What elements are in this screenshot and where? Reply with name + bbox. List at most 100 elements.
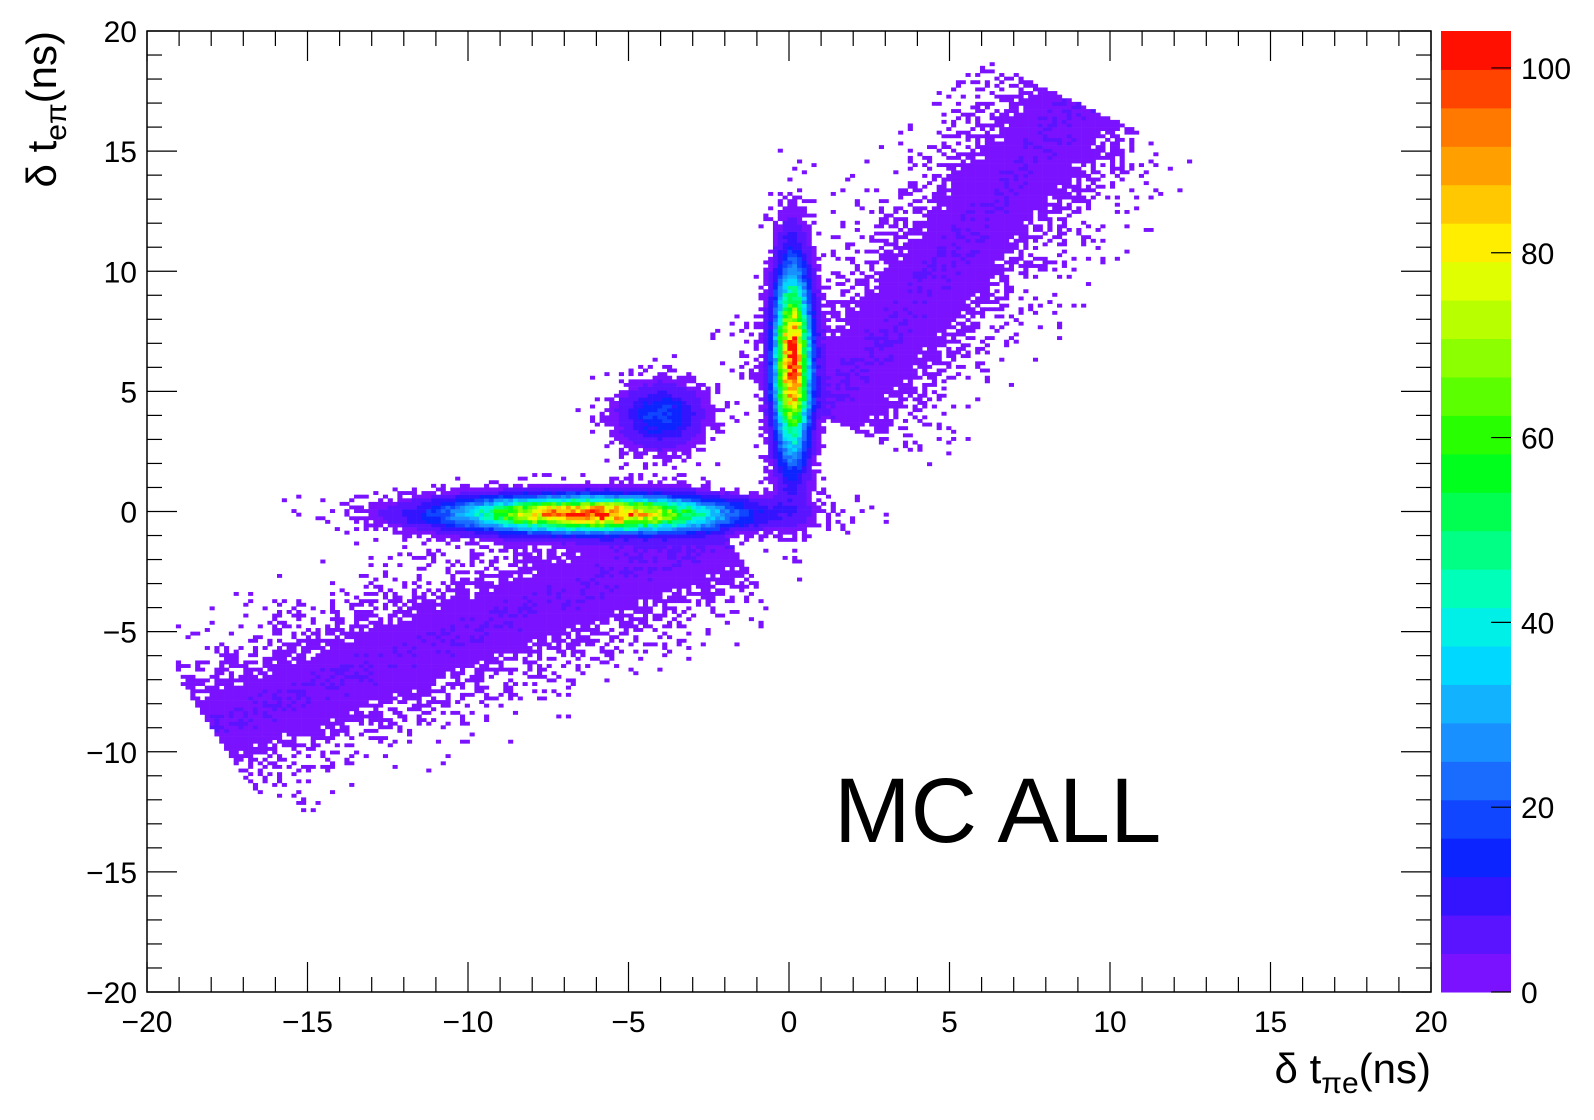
heatmap-cell xyxy=(243,768,249,773)
heatmap-cell xyxy=(691,523,697,528)
heatmap-cell xyxy=(358,628,364,632)
heatmap-cell xyxy=(464,721,470,726)
heatmap-cell xyxy=(532,516,538,521)
heatmap-cell xyxy=(277,757,283,762)
heatmap-cell xyxy=(719,541,726,546)
heatmap-cell xyxy=(464,494,470,499)
heatmap-cell xyxy=(657,455,663,459)
heatmap-cell xyxy=(618,465,624,470)
heatmap-cell xyxy=(498,606,504,611)
heatmap-cell xyxy=(493,537,499,542)
heatmap-cell xyxy=(623,613,629,618)
heatmap-cell xyxy=(609,527,615,532)
heatmap-cell xyxy=(411,512,417,517)
heatmap-cell xyxy=(642,581,649,586)
heatmap-cell xyxy=(565,523,572,528)
heatmap-cell xyxy=(537,588,543,593)
heatmap-cell xyxy=(609,494,615,499)
heatmap-cell xyxy=(565,591,572,596)
heatmap-cell xyxy=(551,595,557,600)
heatmap-cell xyxy=(455,545,461,550)
heatmap-cell xyxy=(296,671,302,676)
heatmap-cell xyxy=(633,501,639,506)
heatmap-cell xyxy=(373,692,379,697)
heatmap-cell xyxy=(349,682,355,686)
heatmap-cell xyxy=(233,689,239,694)
heatmap-cell xyxy=(546,613,552,618)
heatmap-cell xyxy=(373,638,379,643)
heatmap-cell xyxy=(344,674,350,679)
heatmap-cell xyxy=(392,527,398,532)
heatmap-cell xyxy=(667,433,673,438)
heatmap-cell xyxy=(580,602,586,607)
heatmap-cell xyxy=(715,591,721,596)
heatmap-cell xyxy=(416,703,422,708)
heatmap-cell xyxy=(556,624,562,629)
heatmap-cell xyxy=(508,646,514,650)
heatmap-cell xyxy=(753,512,759,517)
heatmap-cell xyxy=(310,667,316,672)
heatmap-cell xyxy=(662,602,668,607)
heatmap-cell xyxy=(474,642,480,647)
heatmap-cell xyxy=(416,624,422,629)
heatmap-cell xyxy=(719,519,726,524)
heatmap-cell xyxy=(373,703,379,708)
heatmap-cell xyxy=(358,674,364,679)
heatmap-cell xyxy=(310,743,316,748)
heatmap-cell xyxy=(508,739,514,744)
heatmap-cell xyxy=(488,606,494,611)
heatmap-cell xyxy=(517,620,523,625)
heatmap-cell xyxy=(657,552,663,557)
heatmap-cell xyxy=(252,678,259,683)
heatmap-cell xyxy=(671,563,677,568)
heatmap-cell xyxy=(676,588,682,593)
heatmap-cell xyxy=(705,408,711,413)
heatmap-cell xyxy=(373,491,379,495)
heatmap-cell xyxy=(305,714,311,719)
heatmap-cell xyxy=(614,415,620,420)
heatmap-cell xyxy=(609,635,615,640)
heatmap-cell xyxy=(522,682,528,686)
heatmap-cell xyxy=(739,328,745,333)
heatmap-cell xyxy=(493,642,499,647)
heatmap-cell xyxy=(570,534,576,539)
heatmap-cell xyxy=(599,595,605,600)
heatmap-cell xyxy=(344,509,350,513)
heatmap-cell xyxy=(281,721,287,726)
heatmap-cell xyxy=(599,483,605,488)
heatmap-cell xyxy=(589,548,596,553)
heatmap-cell xyxy=(325,685,331,690)
heatmap-cell xyxy=(546,563,552,568)
heatmap-cell xyxy=(739,559,745,564)
heatmap-cell xyxy=(695,519,702,524)
heatmap-cell xyxy=(686,523,692,528)
heatmap-cell xyxy=(450,671,456,676)
heatmap-cell xyxy=(262,656,268,661)
heatmap-cell xyxy=(503,667,509,672)
heatmap-cell xyxy=(382,649,389,654)
heatmap-cell xyxy=(551,577,557,582)
heatmap-cell xyxy=(387,689,393,694)
heatmap-cell xyxy=(267,696,273,701)
heatmap-cell xyxy=(238,703,244,708)
heatmap-cell xyxy=(435,739,442,744)
heatmap-cell xyxy=(681,570,687,575)
heatmap-cell xyxy=(724,570,730,575)
heatmap-cell xyxy=(368,646,374,650)
heatmap-cell xyxy=(609,591,615,596)
heatmap-cell xyxy=(305,768,311,773)
heatmap-cell xyxy=(551,516,557,521)
heatmap-cell xyxy=(315,642,321,647)
heatmap-cell xyxy=(267,754,273,759)
heatmap-cell xyxy=(691,411,697,416)
heatmap-cell xyxy=(647,404,653,409)
heatmap-cell xyxy=(416,584,422,589)
heatmap-cell xyxy=(416,527,422,532)
heatmap-cell xyxy=(561,476,567,481)
heatmap-cell xyxy=(243,602,249,607)
heatmap-cell xyxy=(594,498,600,503)
heatmap-cell xyxy=(204,703,210,708)
heatmap-cell xyxy=(358,509,364,513)
heatmap-cell xyxy=(561,631,567,636)
heatmap-cell xyxy=(262,606,268,611)
